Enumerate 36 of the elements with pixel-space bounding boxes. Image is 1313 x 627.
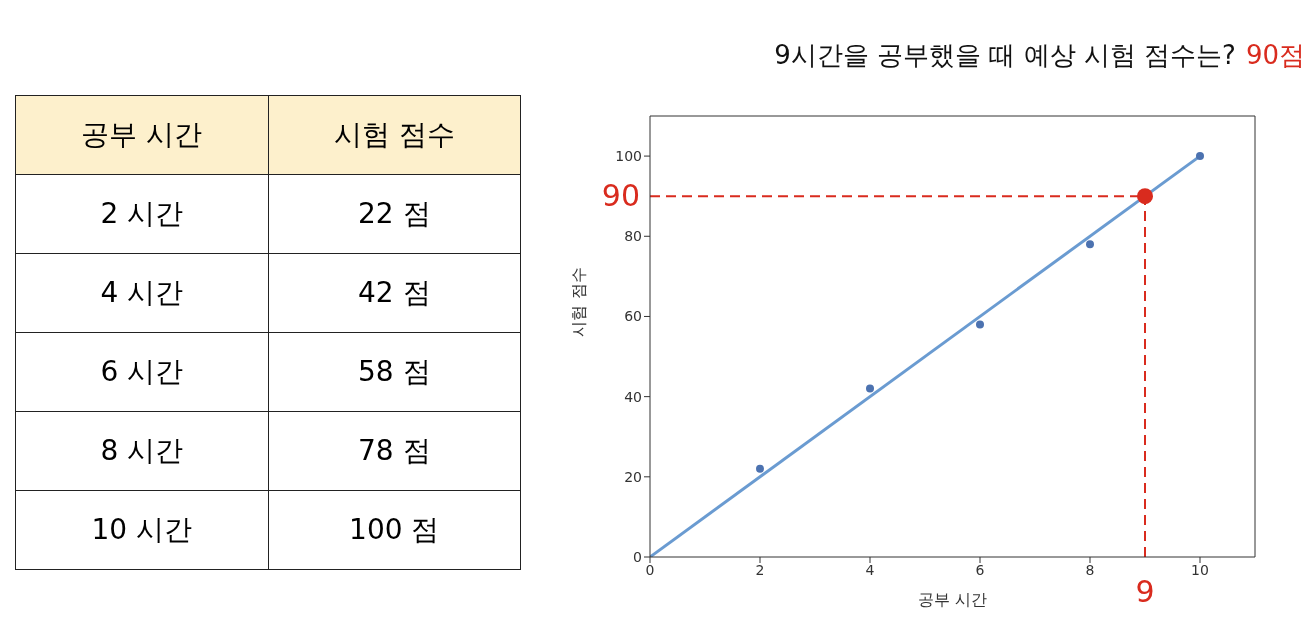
text: 22 점 [268, 174, 521, 254]
text: 공부 시간 [81, 118, 203, 151]
text: 78 점 [268, 411, 521, 491]
x-tick-label: 8 [1085, 561, 1095, 578]
y-tick-label: 100 [615, 148, 642, 165]
text: 90점 [1245, 40, 1305, 70]
x-tick-label: 4 [865, 561, 875, 578]
ref-line-label: 9 [1135, 574, 1155, 609]
point [756, 464, 764, 473]
x-tick-label: 6 [975, 561, 985, 578]
point [1137, 188, 1153, 205]
x-tick-label: 2 [755, 561, 765, 578]
y-tick-label: 40 [624, 388, 642, 405]
point [866, 384, 874, 393]
y-tick-label: 80 [624, 228, 642, 245]
y-axis-title: 시험 점수 [568, 267, 588, 337]
point [1196, 152, 1204, 161]
chart-title: 9시간을 공부했을 때 예상 시험 점수는? [774, 40, 1236, 70]
text: 58 점 [268, 332, 521, 412]
x-tick-label: 10 [1191, 561, 1209, 578]
point [1086, 240, 1094, 249]
text: 10 시간 [15, 490, 268, 570]
text: 8 시간 [15, 411, 268, 491]
y-tick-label: 0 [633, 548, 642, 565]
text: 4 시간 [15, 253, 268, 333]
text: 6 시간 [15, 332, 268, 412]
x-axis-title: 공부 시간 [917, 590, 988, 609]
text: 2 시간 [15, 174, 268, 254]
y-tick-label: 60 [624, 308, 642, 325]
text: 100 점 [268, 490, 521, 570]
ref-line-label: 90 [601, 178, 640, 214]
y-tick-label: 20 [624, 468, 642, 485]
x-tick-label: 0 [645, 561, 655, 578]
text: 시험 점수 [333, 118, 455, 151]
point [976, 320, 984, 329]
text: 42 점 [268, 253, 521, 333]
